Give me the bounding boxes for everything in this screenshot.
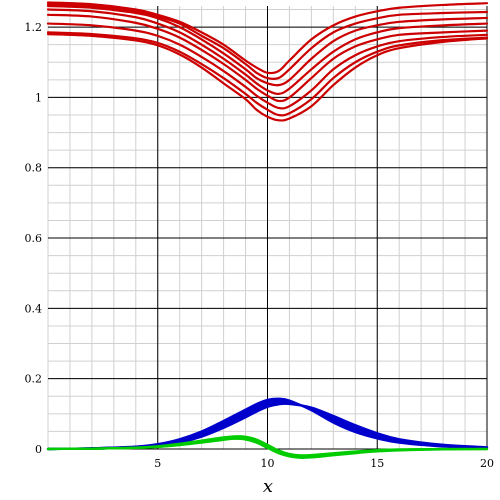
series-line — [46, 13, 489, 103]
series-line — [46, 8, 489, 96]
series-line — [46, 1, 489, 75]
y-tick-label: 1.2 — [25, 21, 43, 34]
y-tick-label: 0.6 — [25, 232, 43, 245]
y-tick-label: 1 — [35, 91, 42, 104]
y-tick-label: 0.8 — [25, 162, 43, 175]
x-tick-label: 5 — [154, 457, 161, 470]
series-line — [46, 31, 489, 117]
x-tick-label: 20 — [480, 457, 494, 470]
series-line — [46, 22, 489, 110]
series-line — [46, 3, 489, 81]
series-line — [46, 4, 489, 87]
series-line — [46, 33, 489, 122]
x-tick-label: 10 — [261, 457, 275, 470]
series-line — [46, 437, 489, 459]
x-tick-label: 15 — [370, 457, 384, 470]
y-tick-label: 0 — [35, 443, 42, 456]
x-axis-label: x — [263, 476, 273, 497]
y-tick-label: 0.2 — [25, 373, 43, 386]
major-grid — [48, 6, 488, 450]
tick-labels: 5 10 15 20 0 0.2 0.4 0.6 0.8 1 1.2 — [25, 21, 495, 470]
series-layer — [46, 1, 489, 459]
y-tick-label: 0.4 — [25, 302, 43, 315]
